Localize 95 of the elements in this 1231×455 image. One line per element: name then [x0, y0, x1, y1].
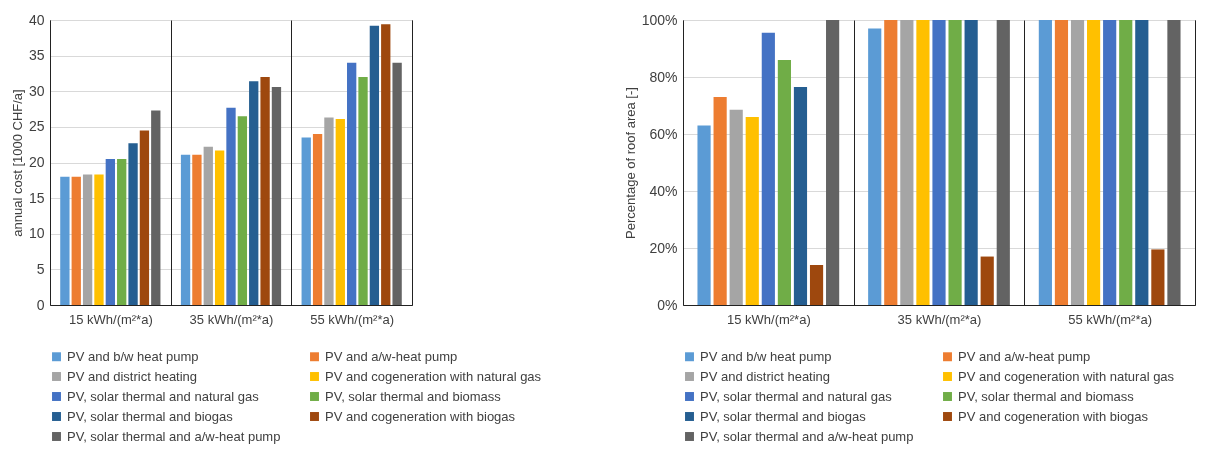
- legend-label: PV, solar thermal and biogas: [700, 408, 867, 424]
- bar: [82, 174, 93, 305]
- legend-label: PV, solar thermal and natural gas: [700, 388, 893, 404]
- bar: [226, 107, 236, 305]
- bar: [369, 25, 380, 305]
- y-tick-label: 40: [28, 11, 45, 28]
- bar: [60, 176, 70, 305]
- bar: [1054, 20, 1069, 305]
- legend-label: PV, solar thermal and biomass: [325, 388, 502, 404]
- bar: [729, 109, 743, 305]
- bar: [249, 81, 259, 305]
- bar: [1151, 249, 1165, 305]
- bar: [1103, 20, 1117, 305]
- bar: [347, 62, 357, 305]
- bar: [826, 20, 840, 305]
- y-tick-label: 20: [28, 154, 45, 170]
- legend-label: PV, solar thermal and a/w-heat pump: [67, 428, 281, 444]
- bar: [809, 265, 824, 305]
- legend-label: PV and cogeneration with natural gas: [325, 368, 542, 384]
- y-tick-label: 0: [36, 296, 45, 313]
- legend-label: PV and b/w heat pump: [67, 348, 199, 364]
- bar: [139, 130, 150, 305]
- bar: [777, 59, 791, 305]
- bar: [868, 28, 882, 305]
- bar: [980, 256, 994, 305]
- y-tick-label: 40%: [649, 182, 678, 199]
- legend-label: PV and cogeneration with natural gas: [958, 368, 1175, 384]
- legend-label: PV and cogeneration with biogas: [958, 408, 1149, 424]
- bar: [713, 96, 727, 305]
- bar: [392, 62, 402, 305]
- x-tick-label: 35 kWh/(m²*a): [897, 311, 982, 327]
- y-tick-label: 100%: [641, 11, 678, 28]
- bar: [151, 110, 161, 305]
- bar: [793, 86, 808, 305]
- bar: [761, 32, 775, 305]
- legend-label: PV, solar thermal and biogas: [67, 408, 234, 424]
- legend-label: PV and a/w-heat pump: [325, 348, 458, 364]
- legend-label: PV and b/w heat pump: [700, 348, 832, 364]
- bar: [1119, 20, 1133, 305]
- bar: [214, 150, 225, 305]
- bar: [358, 77, 368, 305]
- y-tick-label: 0%: [657, 296, 678, 313]
- y-tick-label: 35: [28, 47, 45, 64]
- y-axis-title: Percentage of roof area [-]: [622, 87, 638, 239]
- bar: [335, 119, 345, 305]
- bar: [94, 174, 104, 305]
- y-tick-label: 30: [28, 82, 45, 99]
- bar: [900, 20, 914, 305]
- bar: [180, 154, 191, 305]
- bar: [324, 117, 334, 305]
- x-tick-label: 35 kWh/(m²*a): [189, 311, 274, 327]
- y-tick-label: 25: [28, 118, 45, 135]
- bar: [948, 20, 962, 305]
- x-tick-label: 55 kWh/(m²*a): [310, 311, 395, 327]
- legend-label: PV and district heating: [67, 368, 198, 384]
- bar: [117, 158, 127, 305]
- bar: [964, 20, 978, 305]
- legend-label: PV, solar thermal and a/w-heat pump: [700, 428, 914, 444]
- bar: [312, 134, 323, 305]
- bar: [1087, 20, 1101, 305]
- y-tick-label: 15: [28, 189, 45, 206]
- x-tick-label: 55 kWh/(m²*a): [1068, 311, 1153, 327]
- bar: [996, 20, 1010, 305]
- legend-label: PV, solar thermal and biomass: [958, 388, 1135, 404]
- bar: [203, 146, 213, 305]
- x-tick-label: 15 kWh/(m²*a): [68, 311, 153, 327]
- bar: [260, 77, 270, 305]
- y-axis-title: annual cost [1000 CHF/a]: [9, 89, 25, 237]
- bar: [381, 24, 391, 305]
- legend-label: PV and district heating: [700, 368, 831, 384]
- bar: [916, 20, 930, 305]
- bar: [71, 176, 81, 305]
- legend-label: PV and cogeneration with biogas: [325, 408, 516, 424]
- bar: [105, 158, 115, 305]
- legend-label: PV and a/w-heat pump: [958, 348, 1091, 364]
- bar: [697, 125, 711, 305]
- bar: [192, 154, 202, 305]
- bar: [1167, 20, 1181, 305]
- bar: [1070, 20, 1085, 305]
- bar: [1135, 20, 1149, 305]
- y-tick-label: 80%: [649, 68, 678, 85]
- y-tick-label: 10: [28, 225, 45, 242]
- bar: [884, 20, 898, 305]
- bar: [301, 137, 311, 305]
- x-tick-label: 15 kWh/(m²*a): [726, 311, 811, 327]
- y-tick-label: 20%: [649, 239, 678, 256]
- bar: [932, 20, 946, 305]
- bar: [128, 143, 138, 305]
- bar: [237, 116, 248, 305]
- y-tick-label: 5: [36, 260, 45, 277]
- legend-label: PV, solar thermal and natural gas: [67, 388, 260, 404]
- bar: [271, 86, 282, 305]
- bar: [1038, 20, 1052, 305]
- bar: [745, 116, 759, 305]
- y-tick-label: 60%: [649, 125, 678, 142]
